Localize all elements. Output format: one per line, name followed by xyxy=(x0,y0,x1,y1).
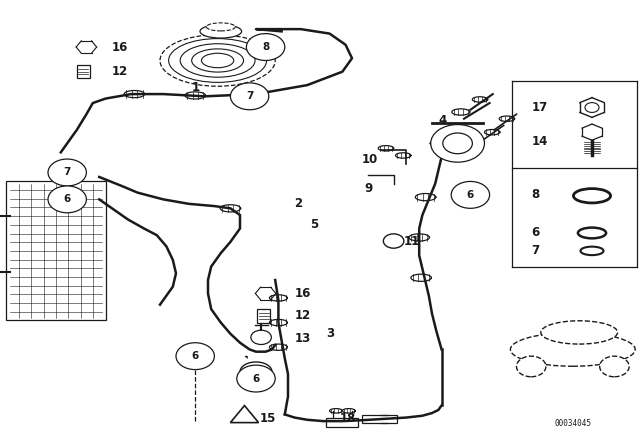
Bar xyxy=(6,181,106,320)
Text: !: ! xyxy=(243,413,246,419)
Text: 12: 12 xyxy=(112,65,128,78)
Text: 16: 16 xyxy=(112,40,129,54)
Text: 00034045: 00034045 xyxy=(554,419,591,428)
Ellipse shape xyxy=(160,35,275,86)
Text: 14: 14 xyxy=(531,134,548,148)
Circle shape xyxy=(600,356,629,377)
Text: 6: 6 xyxy=(467,190,474,200)
Text: 11: 11 xyxy=(403,235,419,249)
Text: 8: 8 xyxy=(531,188,540,202)
Text: 9: 9 xyxy=(365,181,373,195)
Polygon shape xyxy=(230,405,259,422)
Circle shape xyxy=(246,34,285,60)
Ellipse shape xyxy=(200,25,242,38)
Text: 7: 7 xyxy=(531,244,540,258)
Text: 17: 17 xyxy=(531,101,547,114)
Text: 1: 1 xyxy=(192,81,200,94)
Circle shape xyxy=(237,365,275,392)
Text: 8: 8 xyxy=(262,42,269,52)
Text: 7: 7 xyxy=(63,168,71,177)
Text: 7: 7 xyxy=(246,91,253,101)
Text: 16: 16 xyxy=(294,287,311,300)
Circle shape xyxy=(443,133,472,154)
Text: 12: 12 xyxy=(294,309,310,323)
Text: 6: 6 xyxy=(531,226,540,240)
Circle shape xyxy=(451,181,490,208)
Bar xyxy=(326,418,358,427)
Text: 3: 3 xyxy=(326,327,335,340)
Text: 4: 4 xyxy=(438,114,447,128)
Circle shape xyxy=(516,356,546,377)
Text: 6: 6 xyxy=(191,351,199,361)
Ellipse shape xyxy=(541,321,618,344)
Circle shape xyxy=(48,186,86,213)
Text: 13: 13 xyxy=(294,332,310,345)
Text: 6: 6 xyxy=(252,374,260,383)
Ellipse shape xyxy=(511,332,635,366)
Text: 10: 10 xyxy=(362,152,378,166)
FancyArrowPatch shape xyxy=(245,356,247,358)
Circle shape xyxy=(251,330,271,345)
Text: 15: 15 xyxy=(259,412,276,426)
Circle shape xyxy=(431,125,484,162)
Text: 18: 18 xyxy=(339,412,356,426)
Bar xyxy=(257,309,270,323)
Bar xyxy=(362,415,397,423)
Circle shape xyxy=(230,83,269,110)
Text: 5: 5 xyxy=(310,217,319,231)
Ellipse shape xyxy=(206,23,236,31)
Text: 6: 6 xyxy=(63,194,71,204)
Circle shape xyxy=(176,343,214,370)
Circle shape xyxy=(383,234,404,248)
Text: 2: 2 xyxy=(294,197,303,211)
Circle shape xyxy=(48,159,86,186)
Bar xyxy=(77,65,90,78)
